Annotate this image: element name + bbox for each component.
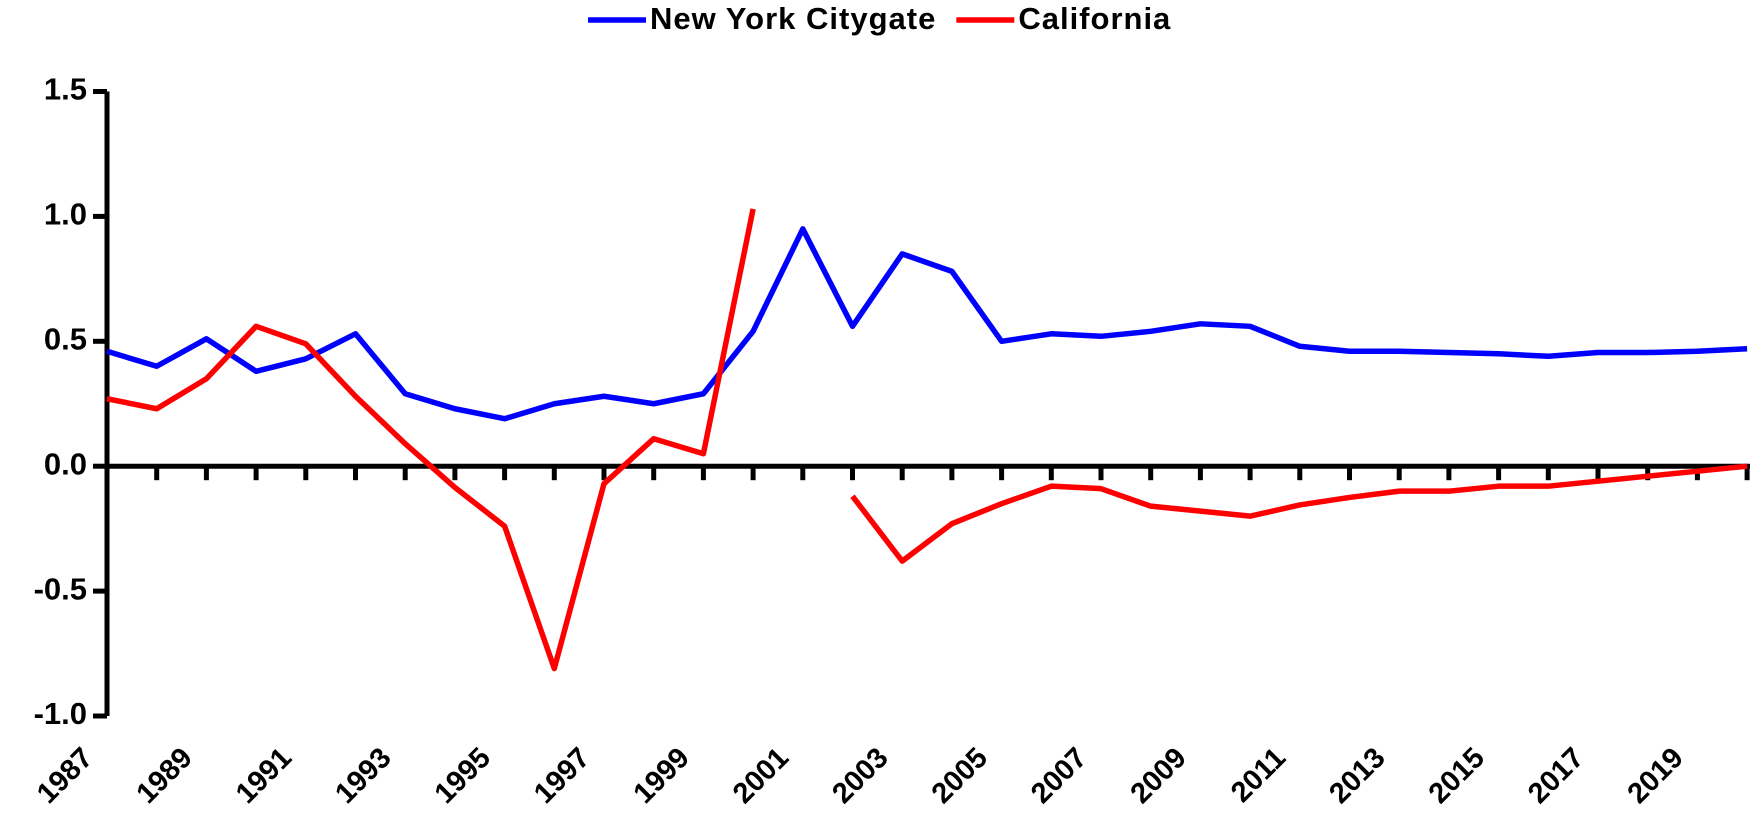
y-tick-label: 0.0 (44, 446, 87, 481)
x-tick-label: 2005 (926, 742, 994, 810)
y-tick-label: 1.5 (44, 72, 87, 107)
y-tick-label: -0.5 (34, 571, 87, 606)
x-tick-label: 2009 (1125, 742, 1193, 810)
x-tick-label: 2001 (727, 742, 795, 810)
x-tick-label: 2015 (1423, 742, 1491, 810)
y-tick-label: 0.5 (44, 321, 87, 356)
x-tick-label: 1987 (31, 742, 99, 810)
x-tick-label: 2019 (1622, 742, 1690, 810)
y-tick-label: -1.0 (34, 696, 87, 731)
legend-label: California (1018, 1, 1171, 36)
x-tick-label: 1989 (131, 742, 199, 810)
line-series (106, 208, 756, 672)
y-tick-label: 1.0 (44, 197, 87, 232)
x-tick-label: 1997 (528, 742, 596, 810)
x-tick-label: 2017 (1522, 742, 1590, 810)
x-tick-label: 1995 (429, 742, 497, 810)
x-tick-label: 2013 (1323, 742, 1391, 810)
line-series (850, 463, 1748, 564)
x-tick-label: 2007 (1025, 742, 1093, 810)
legend-label: New York Citygate (650, 1, 936, 36)
line-series (106, 226, 1748, 422)
x-tick-label: 2011 (1225, 742, 1292, 809)
x-tick-label: 1991 (230, 742, 298, 810)
x-tick-label: 2003 (826, 742, 894, 810)
x-tick-label: 1993 (329, 742, 397, 810)
x-tick-label: 1999 (628, 742, 696, 810)
